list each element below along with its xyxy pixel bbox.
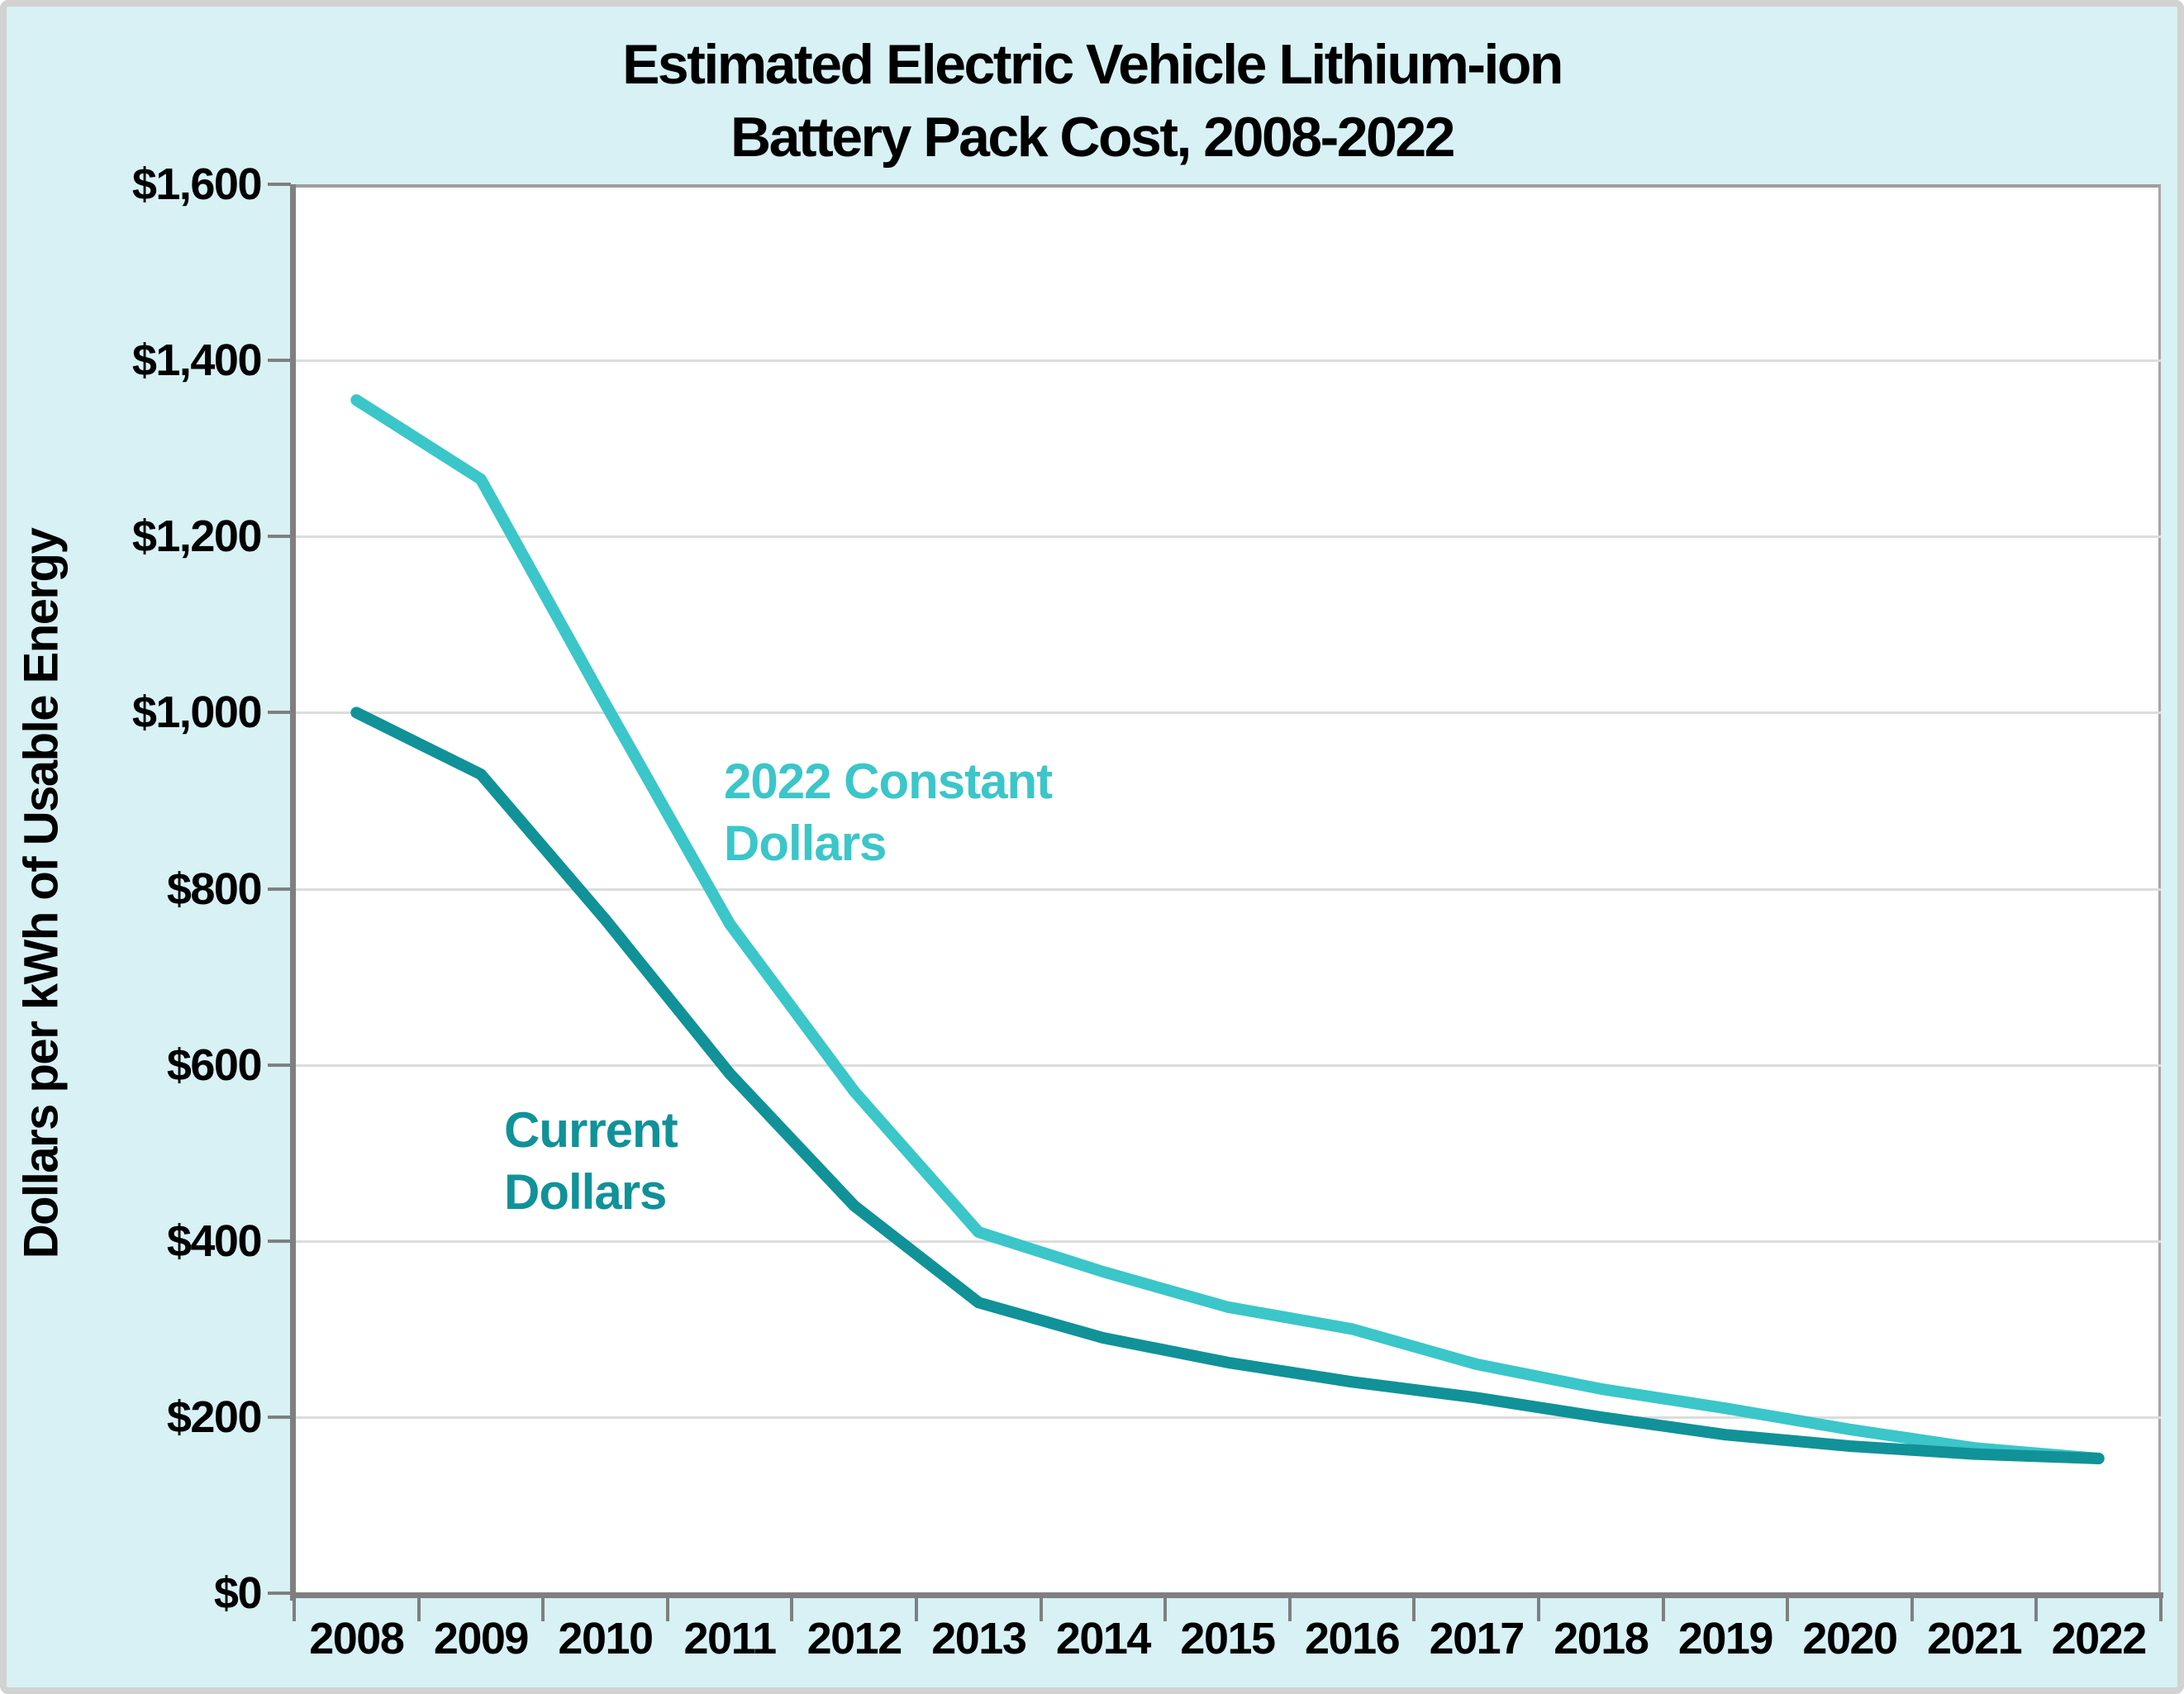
- y-tick-$1,000: [268, 711, 291, 715]
- x-tick-label-2016: 2016: [1305, 1614, 1401, 1663]
- y-tick-label-$1,200: $1,200: [131, 512, 263, 562]
- chart-title-line1: Estimated Electric Vehicle Lithium-ion: [622, 33, 1563, 96]
- x-tick-label-2021: 2021: [1927, 1614, 2023, 1663]
- gridline-600: [294, 1064, 2161, 1067]
- y-tick-$800: [268, 887, 291, 891]
- x-tick-12: [1786, 1598, 1790, 1621]
- x-tick-0: [293, 1598, 296, 1621]
- x-tick-label-2014: 2014: [1055, 1614, 1152, 1663]
- x-tick-label-2013: 2013: [931, 1614, 1027, 1663]
- x-tick-label-2011: 2011: [683, 1614, 778, 1663]
- y-tick-label-$0: $0: [213, 1568, 263, 1618]
- chart-title-line2: Battery Pack Cost, 2008-2022: [730, 106, 1456, 169]
- gridline-200: [294, 1416, 2161, 1419]
- x-tick-13: [1910, 1598, 1914, 1621]
- x-tick-2: [541, 1598, 545, 1621]
- y-tick-label-$200: $200: [166, 1392, 263, 1442]
- x-tick-label-2020: 2020: [1802, 1614, 1898, 1663]
- y-tick-$1,600: [268, 183, 291, 186]
- y-tick-$1,400: [268, 359, 291, 363]
- x-tick-label-2018: 2018: [1554, 1614, 1649, 1663]
- series-line-constant-dollars: [350, 394, 2105, 1464]
- x-tick-label-2022: 2022: [2051, 1614, 2148, 1663]
- x-tick-14: [2034, 1598, 2039, 1621]
- y-tick-$1,200: [268, 535, 291, 539]
- x-tick-label-2008: 2008: [309, 1614, 405, 1663]
- x-tick-15: [2159, 1598, 2163, 1621]
- x-tick-label-2009: 2009: [433, 1614, 530, 1663]
- x-tick-9: [1412, 1598, 1416, 1621]
- series-plot: [350, 394, 2105, 1464]
- y-tick-label-$1,400: $1,400: [131, 335, 263, 386]
- x-tick-label-2015: 2015: [1180, 1614, 1276, 1663]
- gridline-800: [294, 887, 2161, 891]
- y-tick-label-$600: $600: [166, 1040, 263, 1090]
- series-line-current-dollars: [350, 707, 2105, 1464]
- x-tick-label-2019: 2019: [1677, 1614, 1774, 1663]
- y-tick-$200: [268, 1415, 291, 1419]
- x-tick-label-2012: 2012: [807, 1614, 903, 1663]
- x-tick-3: [665, 1598, 669, 1621]
- gridline-400: [294, 1240, 2161, 1243]
- y-tick-label-$800: $800: [166, 864, 263, 914]
- x-tick-label-2017: 2017: [1429, 1614, 1525, 1663]
- x-axis-line: [290, 1592, 2163, 1598]
- chart-title: Estimated Electric Vehicle Lithium-ion B…: [7, 28, 2177, 174]
- x-tick-4: [790, 1598, 794, 1621]
- gridline-1000: [294, 711, 2161, 715]
- y-tick-label-$400: $400: [166, 1216, 263, 1266]
- series-label-current-dollars: Current Dollars: [504, 1102, 678, 1220]
- y-axis-line: [290, 184, 296, 1601]
- y-tick-$600: [268, 1063, 291, 1067]
- gridline-1400: [294, 359, 2161, 363]
- series-label-constant-dollars: 2022 Constant Dollars: [724, 754, 1053, 871]
- y-tick-$0: [268, 1592, 291, 1595]
- y-tick-$400: [268, 1239, 291, 1243]
- gridline-1200: [294, 535, 2161, 539]
- x-tick-7: [1163, 1598, 1168, 1621]
- x-tick-6: [1039, 1598, 1043, 1621]
- x-tick-1: [416, 1598, 421, 1621]
- y-tick-label-$1,600: $1,600: [131, 159, 263, 209]
- x-tick-11: [1661, 1598, 1665, 1621]
- x-tick-8: [1287, 1598, 1292, 1621]
- y-tick-label-$1,000: $1,000: [131, 688, 263, 738]
- x-tick-5: [915, 1598, 918, 1621]
- x-tick-10: [1537, 1598, 1540, 1621]
- x-tick-label-2010: 2010: [558, 1614, 654, 1663]
